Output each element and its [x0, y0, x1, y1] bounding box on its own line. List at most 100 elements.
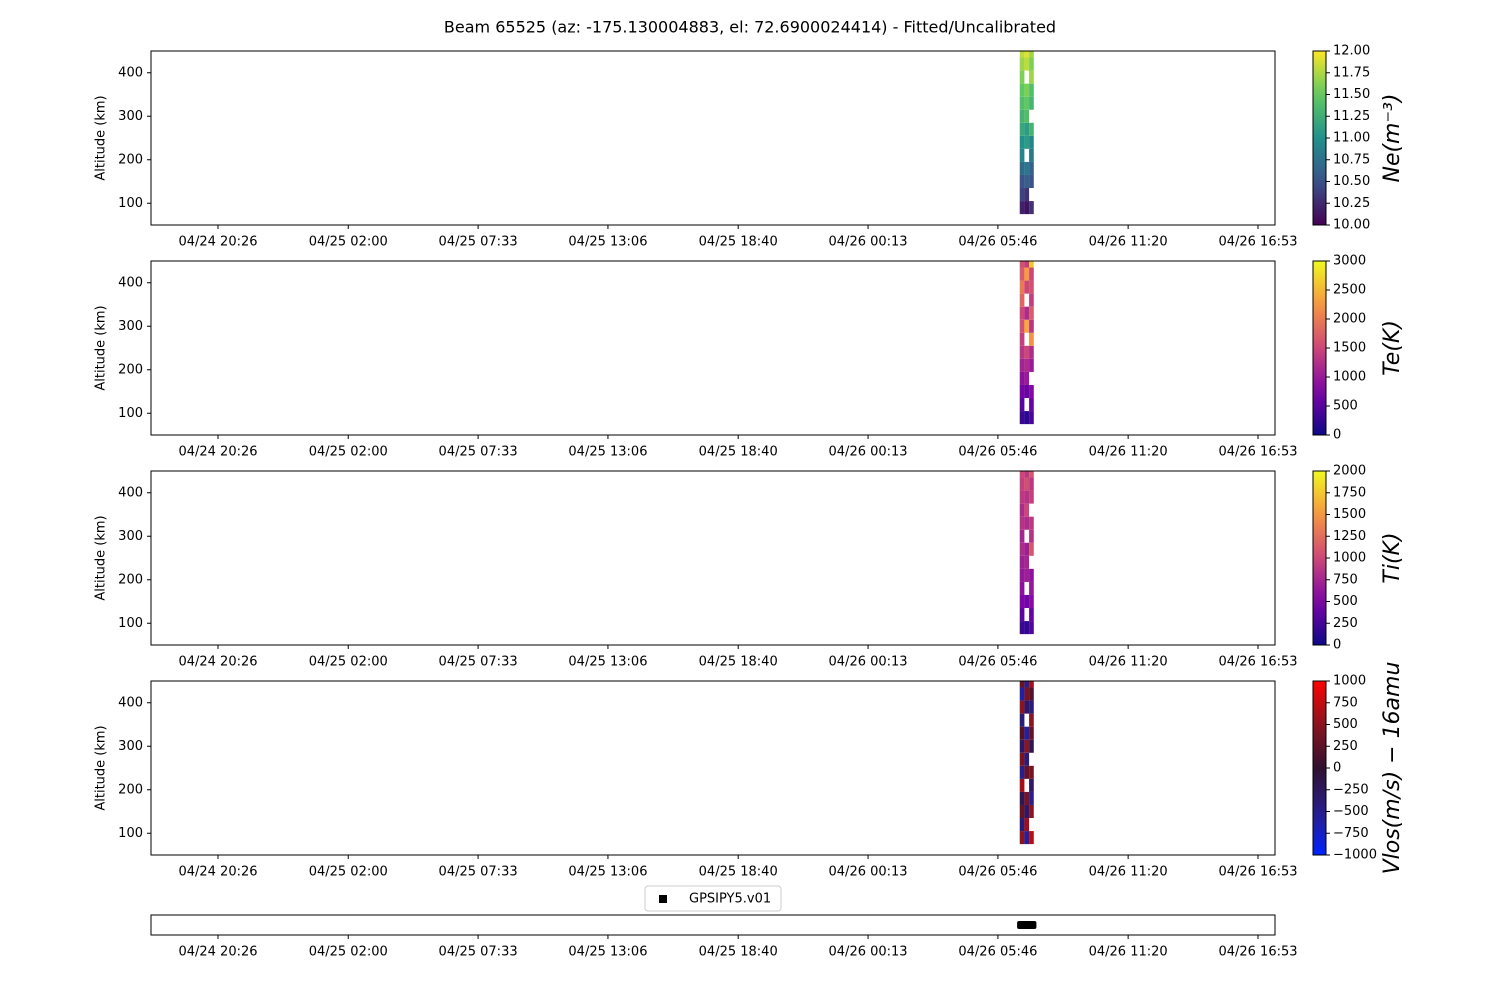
colorbar-tick-label: 11.50	[1333, 87, 1370, 102]
plot-content	[1019, 681, 1034, 845]
heatmap-cell	[1024, 345, 1030, 359]
heatmap-cell	[1029, 398, 1034, 412]
y-tick-label: 100	[118, 616, 143, 631]
heatmap-cell	[1019, 411, 1025, 425]
heatmap-cell	[1029, 261, 1034, 268]
y-tick-label: 100	[118, 406, 143, 421]
heatmap-cell	[1024, 490, 1030, 504]
x-tick-label: 04/25 02:00	[309, 945, 388, 960]
heatmap-cell	[1019, 490, 1025, 504]
heatmap-cell	[1024, 319, 1030, 333]
colorbar-tick-label: 1000	[1333, 674, 1366, 689]
heatmap-cell	[1029, 201, 1034, 215]
y-tick-label: 300	[118, 529, 143, 544]
heatmap-cell	[1024, 201, 1030, 215]
colorbar-tick-label: 1500	[1333, 341, 1366, 356]
x-tick-label: 04/26 11:20	[1089, 235, 1168, 250]
heatmap-cell	[1019, 148, 1025, 162]
plot-area	[151, 915, 1275, 935]
heatmap-cell	[1029, 319, 1034, 333]
heatmap-cell	[1029, 726, 1034, 740]
plot-area	[151, 681, 1275, 855]
x-tick-label: 04/24 20:26	[178, 865, 257, 880]
plot-frame	[150, 470, 1276, 646]
y-tick-label: 300	[118, 109, 143, 124]
heatmap-cell	[1024, 261, 1030, 268]
plot-frame	[150, 260, 1276, 436]
heatmap-cell	[1024, 594, 1030, 609]
heatmap-cell	[1019, 681, 1025, 688]
heatmap-cell	[1029, 765, 1034, 779]
colorbar-tick-label: 10.00	[1333, 218, 1370, 233]
y-tick-label: 200	[118, 152, 143, 167]
heatmap-cell	[1029, 490, 1034, 504]
heatmap-cell	[1019, 700, 1025, 714]
heatmap-cell	[1019, 161, 1025, 175]
x-tick-label: 04/26 00:13	[829, 865, 908, 880]
x-tick-label: 04/26 16:53	[1218, 445, 1297, 460]
heatmap-cell	[1024, 358, 1030, 372]
heatmap-cell	[1024, 726, 1030, 740]
x-tick-label: 04/26 05:46	[958, 235, 1037, 250]
heatmap-cell	[1029, 471, 1034, 478]
x-tick-label: 04/24 20:26	[178, 235, 257, 250]
colorbar-label: Ne(m⁻³)	[1380, 93, 1405, 182]
colorbar-tick-label: 10.75	[1333, 152, 1370, 167]
plot-area	[151, 51, 1275, 225]
x-tick-label: 04/26 16:53	[1218, 655, 1297, 670]
x-tick-label: 04/24 20:26	[178, 655, 257, 670]
y-tick-label: 200	[118, 572, 143, 587]
heatmap-cell	[1024, 109, 1030, 123]
heatmap-cell	[1024, 57, 1030, 71]
heatmap-cell	[1019, 261, 1025, 268]
x-tick-label: 04/26 11:20	[1089, 655, 1168, 670]
colorbar-tick-label: −750	[1333, 826, 1369, 841]
heatmap-cell	[1029, 280, 1034, 294]
heatmap-cell	[1029, 581, 1034, 595]
heatmap-cell	[1029, 621, 1034, 635]
x-tick-label: 04/25 02:00	[309, 655, 388, 670]
y-axis-label: Altitude (km)	[94, 305, 109, 390]
x-tick-label: 04/25 07:33	[439, 865, 518, 880]
heatmap-cell	[1024, 161, 1030, 175]
heatmap-cell	[1019, 398, 1025, 412]
heatmap-cell	[1019, 778, 1025, 792]
marker	[1026, 921, 1037, 929]
x-tick-label: 04/26 00:13	[829, 655, 908, 670]
heatmap-cell	[1024, 687, 1030, 701]
heatmap-cell	[1019, 319, 1025, 333]
heatmap-cell	[1019, 293, 1025, 307]
heatmap-cell	[1019, 83, 1025, 97]
colorbar-tick-label: 3000	[1333, 254, 1366, 269]
heatmap-cell	[1029, 594, 1034, 609]
heatmap-cell	[1029, 83, 1034, 97]
x-tick-label: 04/25 02:00	[309, 235, 388, 250]
heatmap-cell	[1019, 752, 1025, 766]
y-axis-label: Altitude (km)	[94, 95, 109, 180]
heatmap-cell	[1019, 174, 1025, 189]
x-tick-label: 04/26 05:46	[958, 445, 1037, 460]
heatmap-cell	[1024, 477, 1030, 491]
heatmap-cell	[1024, 51, 1030, 58]
x-tick-label: 04/25 18:40	[699, 865, 778, 880]
heatmap-cell	[1029, 51, 1034, 58]
colorbar-tick-label: 250	[1333, 616, 1358, 631]
heatmap-cell	[1024, 804, 1030, 819]
x-tick-label: 04/26 05:46	[958, 865, 1037, 880]
heatmap-cell	[1029, 681, 1034, 688]
colorbar-tick-label: 0	[1333, 428, 1341, 443]
heatmap-cell	[1024, 411, 1030, 425]
heatmap-cell	[1019, 581, 1025, 595]
heatmap-cell	[1024, 542, 1030, 556]
heatmap-cell	[1024, 568, 1030, 582]
colorbar-tick-label: 11.75	[1333, 65, 1370, 80]
heatmap-cell	[1019, 332, 1025, 346]
heatmap-cell	[1024, 371, 1030, 385]
x-tick-label: 04/25 13:06	[568, 945, 647, 960]
heatmap-cell	[1019, 267, 1025, 281]
colorbar-tick-label: 250	[1333, 739, 1358, 754]
heatmap-cell	[1024, 122, 1030, 136]
y-tick-label: 100	[118, 196, 143, 211]
heatmap-cell	[1024, 739, 1030, 753]
colorbar-tick-label: 1000	[1333, 370, 1366, 385]
